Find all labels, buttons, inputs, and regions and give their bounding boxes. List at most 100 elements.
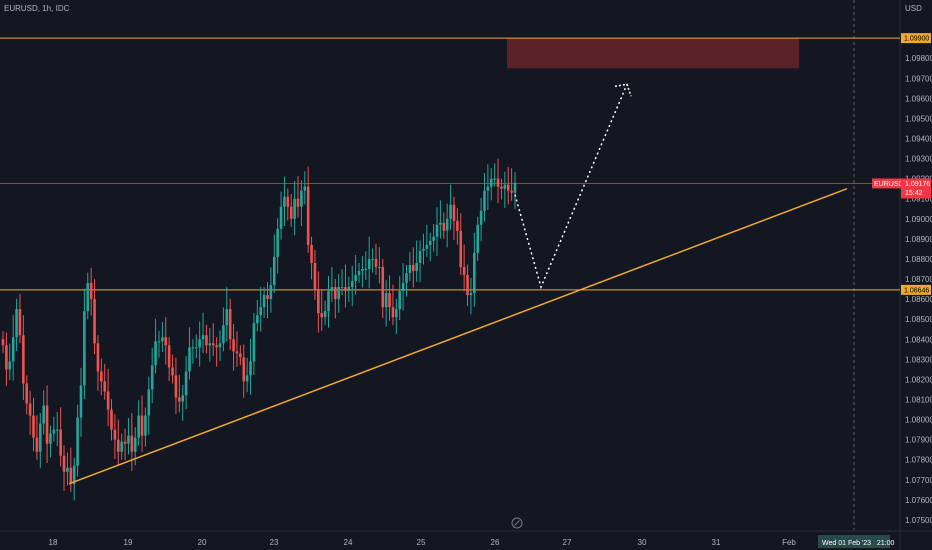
candle-body bbox=[333, 287, 337, 300]
candle-body bbox=[252, 323, 256, 362]
candle-body bbox=[408, 264, 412, 274]
candle-body bbox=[178, 397, 181, 402]
candle-body bbox=[283, 196, 286, 207]
price-tag-price: 1.09176 bbox=[905, 181, 930, 188]
candle-body bbox=[211, 343, 215, 346]
candle-body bbox=[388, 293, 391, 308]
candle-body bbox=[242, 357, 246, 382]
time-tick-label: 31 bbox=[712, 538, 721, 547]
candle-body bbox=[381, 266, 385, 308]
candle-body bbox=[256, 315, 259, 324]
candle-body bbox=[432, 236, 435, 241]
candle-body bbox=[415, 262, 418, 272]
target-zone[interactable] bbox=[507, 38, 799, 69]
candle-body bbox=[59, 429, 62, 456]
candle-body bbox=[18, 309, 22, 336]
price-tick-label: 1.07500 bbox=[905, 516, 932, 525]
scroll-to-realtime-icon[interactable] bbox=[511, 517, 523, 529]
crosshair-date-tag: Wed 01 Feb '23 21:00 bbox=[818, 535, 895, 548]
ascending-trendline[interactable] bbox=[68, 187, 848, 485]
time-tick-label: 20 bbox=[198, 538, 207, 547]
candle-body bbox=[232, 339, 235, 352]
candle-body bbox=[422, 248, 425, 251]
candle-body bbox=[466, 275, 469, 296]
candle-body bbox=[293, 198, 296, 219]
candle-body bbox=[106, 391, 110, 410]
candle-body bbox=[1, 339, 5, 346]
candle-body bbox=[489, 178, 493, 187]
candle-body bbox=[391, 307, 395, 318]
candle-body bbox=[459, 230, 463, 267]
candle-body bbox=[259, 307, 262, 316]
price-tick-label: 1.09100 bbox=[905, 195, 932, 204]
candles-group bbox=[1, 158, 517, 501]
price-tick-label: 1.08300 bbox=[905, 355, 932, 364]
candle-body bbox=[245, 375, 249, 382]
candle-body bbox=[25, 383, 29, 404]
candle-body bbox=[462, 266, 466, 276]
candle-body bbox=[110, 409, 113, 430]
candle-body bbox=[62, 455, 66, 472]
price-axis[interactable]: 1.07500 1.07600 1.07700 1.07800 1.07900 1.080… bbox=[905, 54, 932, 525]
candle-body bbox=[384, 293, 388, 308]
price-tick-label: 1.09700 bbox=[905, 74, 932, 83]
candle-body bbox=[184, 371, 188, 396]
candle-body bbox=[150, 365, 154, 390]
candle-body bbox=[137, 415, 140, 438]
candle-body bbox=[127, 435, 130, 444]
candle-body bbox=[157, 341, 161, 343]
candle-body bbox=[130, 435, 134, 452]
candle-body bbox=[456, 220, 459, 231]
header-timeframe: 1h bbox=[42, 4, 51, 13]
candle-body bbox=[161, 337, 164, 342]
candle-body bbox=[378, 266, 381, 268]
price-tick-label: 1.09000 bbox=[905, 215, 932, 224]
projection-path[interactable] bbox=[514, 83, 628, 290]
time-tick-label: 19 bbox=[124, 538, 133, 547]
candle-body bbox=[123, 441, 127, 444]
candle-body bbox=[191, 347, 195, 349]
candle-body bbox=[79, 385, 83, 418]
candle-body bbox=[222, 325, 225, 344]
candle-body bbox=[449, 204, 452, 219]
candle-body bbox=[15, 309, 18, 338]
candle-body bbox=[442, 222, 446, 231]
candle-body bbox=[476, 224, 480, 253]
candle-body bbox=[493, 178, 496, 180]
candle-body bbox=[225, 309, 229, 326]
crosshair-date-text: Wed 01 Feb '23 21:00 bbox=[822, 540, 895, 547]
candle-body bbox=[425, 244, 429, 249]
candle-body bbox=[133, 437, 137, 452]
candle-body bbox=[486, 186, 490, 191]
price-tick-label: 1.09400 bbox=[905, 135, 932, 144]
candle-body bbox=[371, 258, 374, 260]
candle-body bbox=[120, 441, 123, 452]
candle-body bbox=[374, 258, 378, 267]
candle-body bbox=[11, 337, 15, 362]
price-tick-label: 1.08700 bbox=[905, 275, 932, 284]
candle-body bbox=[167, 345, 171, 368]
candle-body bbox=[93, 299, 96, 344]
candle-body bbox=[42, 405, 45, 424]
candle-body bbox=[320, 313, 324, 318]
candle-body bbox=[347, 287, 351, 292]
price-tick-label: 1.08400 bbox=[905, 335, 932, 344]
price-tick-label: 1.08900 bbox=[905, 235, 932, 244]
candle-body bbox=[72, 465, 76, 484]
candle-body bbox=[262, 295, 266, 308]
candle-body bbox=[500, 186, 503, 189]
price-tick-label: 1.09300 bbox=[905, 155, 932, 164]
time-tick-label: 25 bbox=[417, 538, 426, 547]
candle-body bbox=[418, 250, 422, 263]
candle-body bbox=[171, 367, 174, 376]
price-tick-label: 1.07900 bbox=[905, 436, 932, 445]
candle-body bbox=[49, 433, 52, 444]
candle-body bbox=[198, 339, 201, 348]
candle-body bbox=[269, 285, 273, 300]
time-axis[interactable]: 18 19 20 23 24 25 26 27 30 31 Feb bbox=[49, 538, 797, 547]
candle-body bbox=[367, 258, 371, 269]
candle-body bbox=[296, 198, 300, 207]
candle-body bbox=[439, 222, 442, 225]
